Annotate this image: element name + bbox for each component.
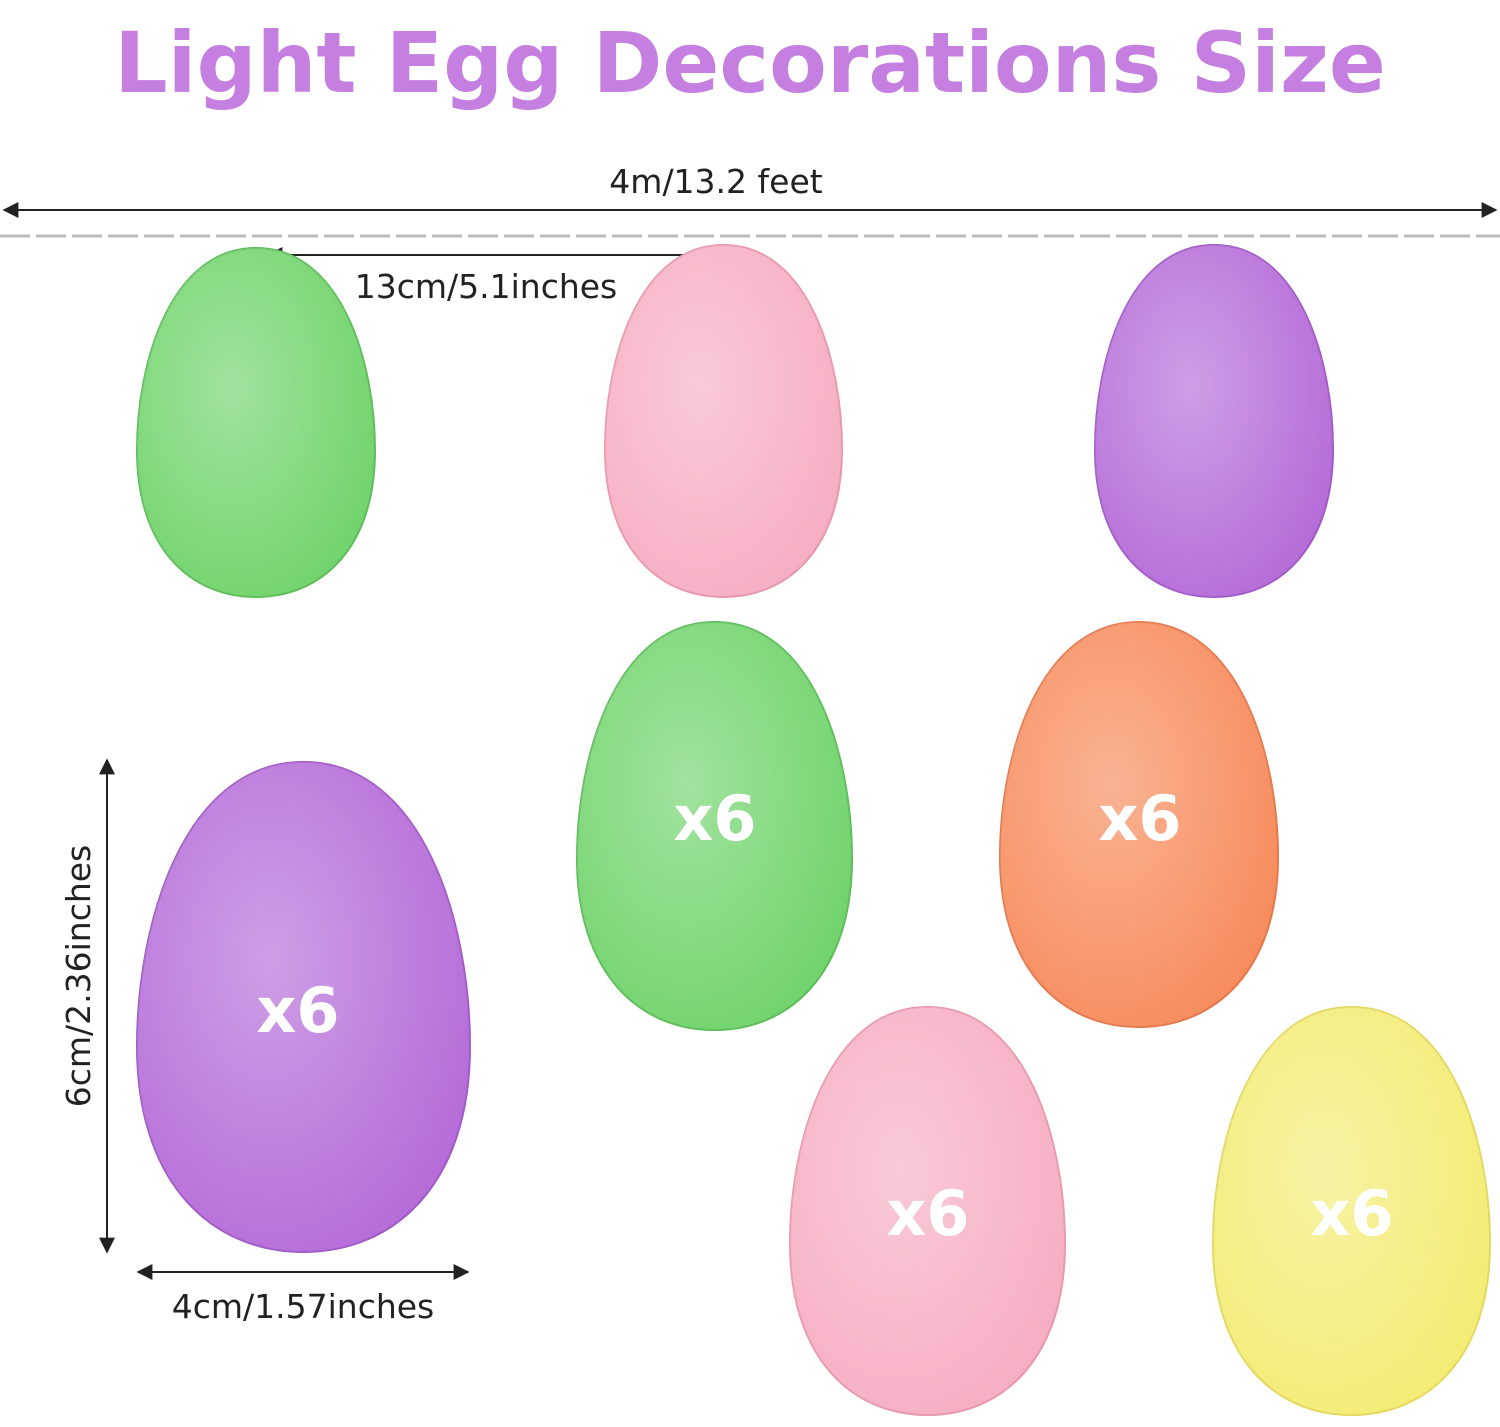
egg-shine [1000,622,1278,1027]
spacing-label: 13cm/5.1inches [355,267,618,306]
egg-label: x6 [1310,1177,1393,1250]
egg-shine [605,245,842,597]
egg-shine [137,762,470,1252]
eggs: x6 x6 x6 x6 x6 [135,243,1492,1417]
egg-shine [137,248,375,597]
width-label: 4cm/1.57inches [172,1287,435,1326]
egg-label: x6 [673,782,756,855]
length-label: 4m/13.2 feet [609,162,822,201]
egg-shine [577,622,852,1030]
egg-label: x6 [886,1177,969,1250]
egg-shine [1095,245,1333,597]
height-label: 6cm/2.36inches [59,845,98,1108]
egg-shine [790,1007,1065,1415]
title: Light Egg Decorations Size [114,14,1386,112]
egg-shine [1213,1007,1490,1415]
egg-label: x6 [256,974,339,1047]
egg-label: x6 [1098,782,1181,855]
